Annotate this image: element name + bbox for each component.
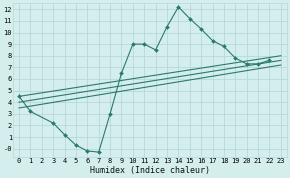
X-axis label: Humidex (Indice chaleur): Humidex (Indice chaleur)	[90, 166, 210, 174]
